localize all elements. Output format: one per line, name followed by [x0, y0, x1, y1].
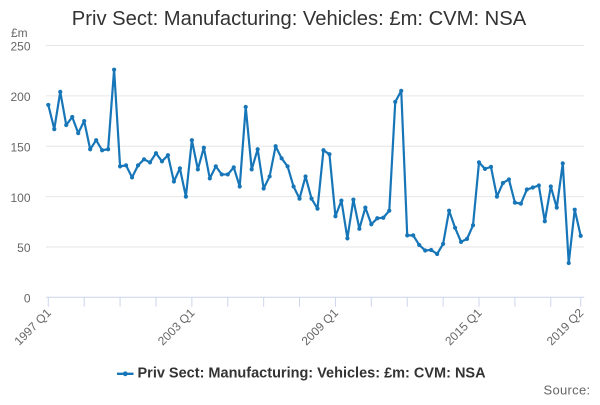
- svg-text:Source:: Source:: [544, 383, 591, 398]
- svg-text:150: 150: [10, 140, 30, 154]
- svg-text:0: 0: [24, 292, 31, 306]
- svg-text:100: 100: [10, 191, 30, 205]
- svg-text:200: 200: [10, 90, 30, 104]
- svg-text:Priv Sect: Manufacturing: Vehi: Priv Sect: Manufacturing: Vehicles: £m: …: [138, 366, 487, 382]
- svg-text:250: 250: [10, 40, 30, 54]
- svg-text:£m: £m: [11, 26, 28, 40]
- svg-text:Priv Sect: Manufacturing: Vehi: Priv Sect: Manufacturing: Vehicles: £m: …: [72, 8, 527, 30]
- svg-text:50: 50: [17, 241, 31, 255]
